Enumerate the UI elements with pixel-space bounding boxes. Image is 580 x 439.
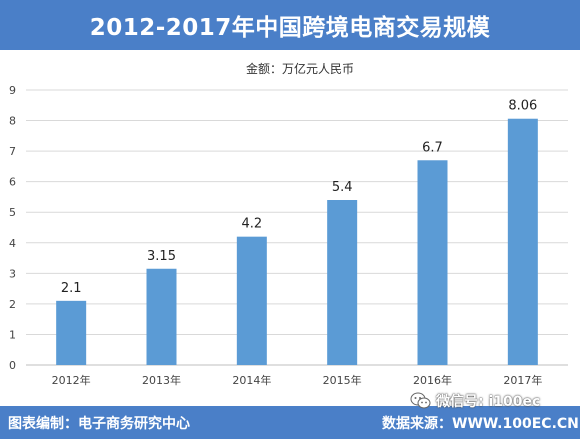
watermark-text: 微信号: i100ec — [436, 394, 541, 410]
bar-chart: 0 1 2 3 4 5 6 7 8 9 2012年 2013年 2014年 2015年 2016年 2017年… — [9, 61, 568, 387]
y-tick-label: 6 — [9, 176, 16, 189]
data-label: 8.06 — [508, 99, 537, 114]
data-label: 5.4 — [332, 180, 353, 195]
x-tick-label: 2017年 — [503, 373, 542, 387]
y-tick-label: 8 — [9, 115, 16, 128]
title-bar: 2012-2017年中国跨境电商交易规模 — [0, 0, 580, 50]
bar — [507, 118, 538, 365]
y-tick-label: 4 — [9, 237, 16, 250]
data-label: 2.1 — [61, 281, 82, 296]
x-tick-label: 2014年 — [232, 373, 271, 387]
bar — [236, 236, 267, 365]
y-tick-label: 3 — [9, 267, 16, 280]
y-tick-label: 7 — [9, 145, 16, 158]
axes: 0 1 2 3 4 5 6 7 8 9 2012年 2013年 2014年 2015年 2016年 2017年 — [9, 84, 568, 387]
gridlines — [26, 89, 568, 335]
footer-source-right: 数据来源：WWW.100EC.CN — [382, 416, 579, 432]
y-tick-label: 1 — [9, 328, 16, 341]
y-tick-label: 5 — [9, 206, 16, 219]
data-label: 3.15 — [147, 249, 176, 264]
data-label: 4.2 — [241, 217, 262, 232]
data-labels: 2.1 3.15 4.2 5.4 6.7 8.06 — [61, 99, 537, 296]
y-tick-label: 2 — [9, 298, 16, 311]
bar — [327, 200, 358, 365]
x-tick-label: 2012年 — [52, 373, 91, 387]
x-tick-label: 2013年 — [142, 373, 181, 387]
bars — [56, 118, 538, 365]
y-tick-label: 0 — [9, 359, 16, 372]
chart-title: 2012-2017年中国跨境电商交易规模 — [89, 15, 491, 41]
footer-bar: 图表编制：电子商务研究中心 数据来源：WWW.100EC.CN — [0, 406, 580, 439]
data-label: 6.7 — [422, 140, 443, 155]
footer-source-left: 图表编制：电子商务研究中心 — [8, 416, 190, 432]
x-tick-label: 2016年 — [413, 373, 452, 387]
bar — [417, 160, 448, 365]
wechat-icon — [410, 392, 431, 409]
bar — [56, 300, 87, 365]
unit-label: 金额：万亿元人民币 — [246, 61, 354, 76]
y-tick-label: 9 — [9, 84, 16, 97]
watermark: 微信号: i100ec — [410, 391, 540, 411]
x-tick-label: 2015年 — [323, 373, 362, 387]
bar — [146, 268, 177, 365]
